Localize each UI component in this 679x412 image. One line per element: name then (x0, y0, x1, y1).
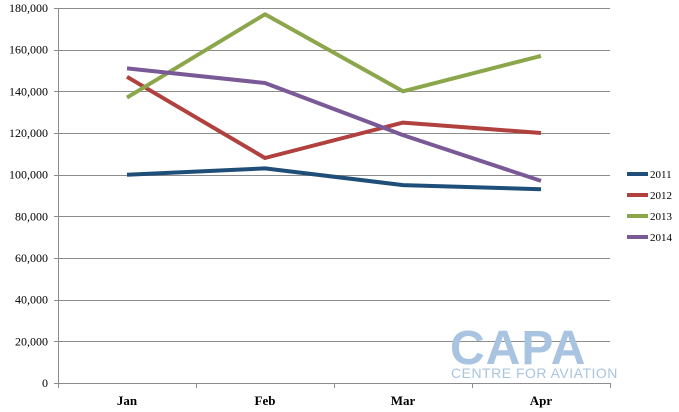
y-tick-label: 0 (42, 376, 48, 390)
series-line-2012 (125, 75, 542, 160)
y-tick-label: 140,000 (9, 84, 48, 98)
axis-layer: 0 20,000 40,000 60,000 80,000 100,000 120,000 1… (9, 1, 611, 408)
x-tick-label: Jan (117, 393, 138, 408)
watermark-subtitle: CENTRE FOR AVIATION (451, 365, 618, 381)
x-tick-label: Feb (255, 393, 276, 408)
y-tick-label: 160,000 (9, 43, 48, 57)
series-line-2011 (126, 166, 542, 192)
series-layer (125, 12, 542, 192)
y-tick-label: 20,000 (15, 334, 48, 348)
legend-label-2014: 2014 (650, 232, 673, 244)
x-tick-label: Mar (391, 393, 416, 408)
legend-label-2011: 2011 (650, 169, 672, 181)
y-tick-label: 60,000 (15, 251, 48, 265)
series-line-2013 (125, 12, 542, 100)
x-tick-label: Apr (530, 393, 553, 408)
legend: 2011 2012 2013 2014 (627, 169, 673, 244)
y-tick-label: 100,000 (9, 168, 48, 182)
y-tick-label: 120,000 (9, 126, 48, 140)
series-line-2014 (126, 66, 542, 183)
capa-watermark: CAPA CENTRE FOR AVIATION (450, 322, 618, 381)
y-tick-label: 40,000 (15, 293, 48, 307)
legend-label-2012: 2012 (650, 190, 672, 202)
legend-label-2013: 2013 (650, 211, 673, 223)
y-tick-label: 80,000 (15, 209, 48, 223)
watermark-logo-text: CAPA (450, 322, 586, 375)
y-tick-label: 180,000 (9, 1, 48, 15)
